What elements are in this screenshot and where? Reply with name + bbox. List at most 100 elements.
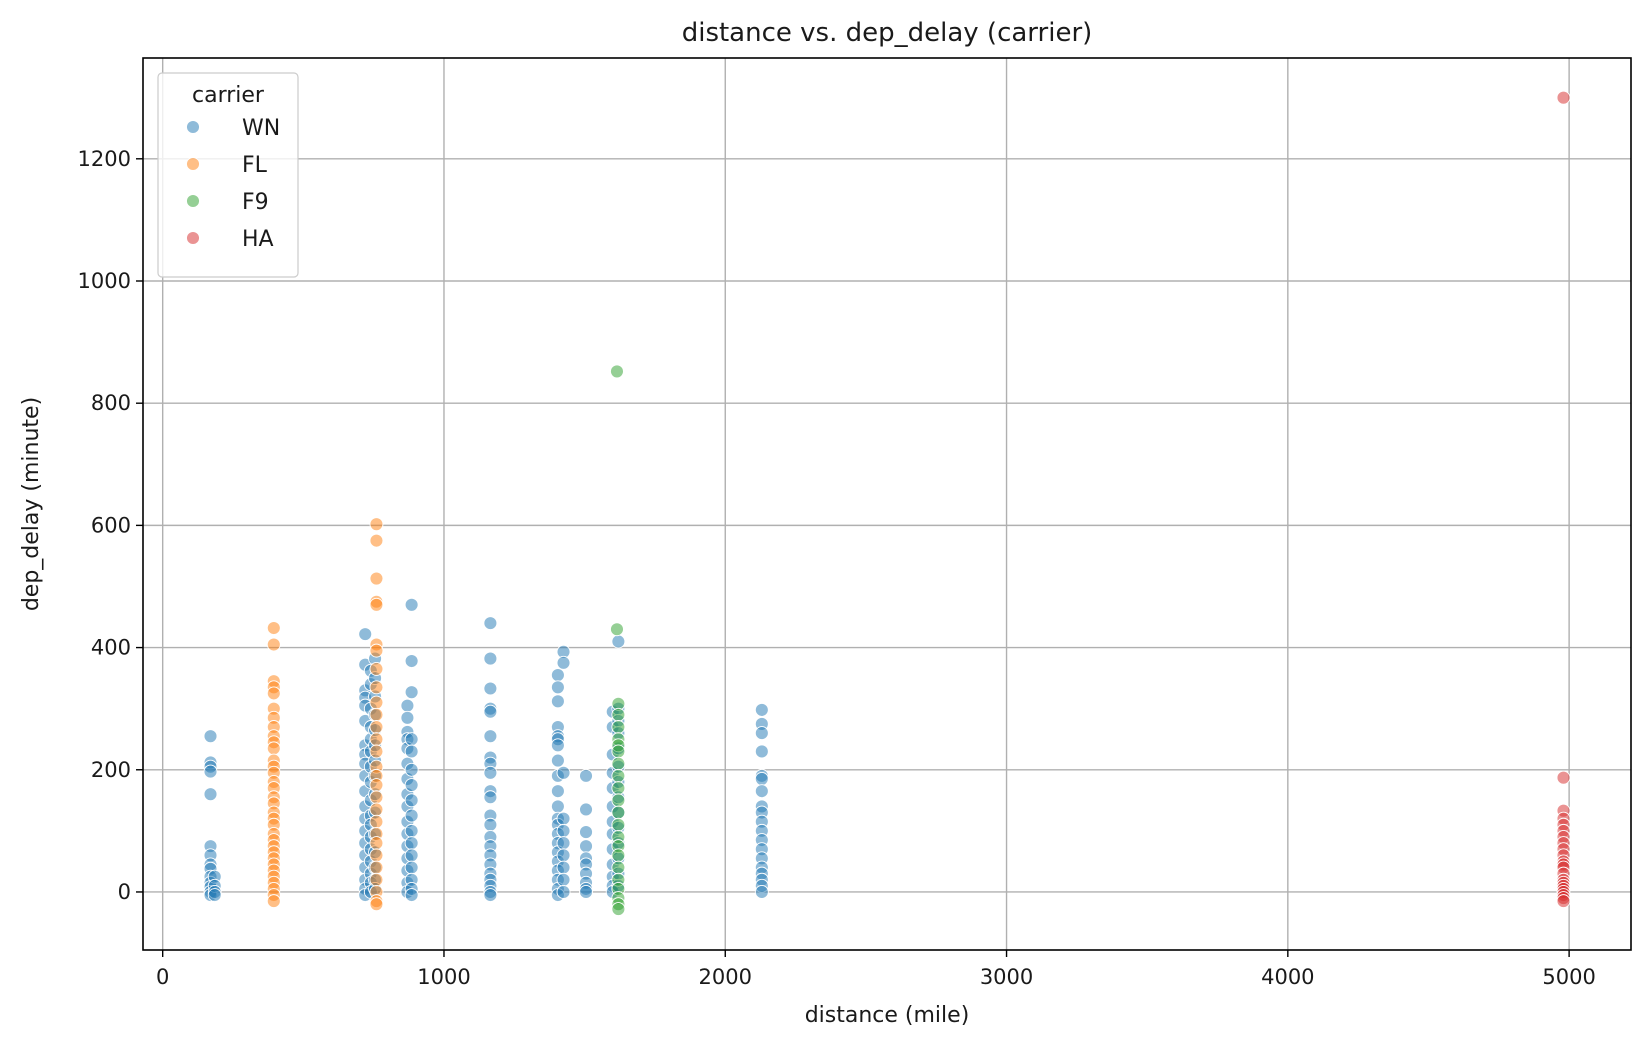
data-point-wn	[754, 885, 769, 899]
legend-marker-ha	[186, 231, 200, 245]
y-tick-label: 600	[91, 513, 131, 537]
data-point-f9	[610, 364, 624, 379]
grid	[143, 58, 1631, 950]
data-point-wn	[550, 680, 565, 695]
data-point-fl	[266, 741, 281, 756]
data-point-fl	[369, 732, 384, 747]
data-point-wn	[483, 888, 498, 902]
legend-title: carrier	[192, 83, 265, 108]
data-point-wn	[550, 738, 565, 753]
data-point-wn	[556, 848, 571, 863]
legend-label-f9: F9	[242, 190, 269, 215]
data-point-wn	[556, 872, 571, 887]
data-point-f9	[611, 707, 626, 722]
data-point-f9	[611, 720, 626, 734]
data-point-f9	[611, 744, 626, 759]
data-point-fl	[266, 894, 281, 909]
data-point-fl	[369, 814, 384, 829]
legend-marker-fl	[186, 157, 200, 171]
data-point-fl	[266, 621, 281, 635]
data-point-fl	[369, 897, 384, 912]
data-point-fl	[369, 707, 384, 722]
plot-frame	[142, 57, 1632, 951]
data-point-wn	[358, 627, 373, 642]
y-axis-label: dep_delay (minute)	[19, 397, 44, 611]
data-point-fl	[369, 802, 384, 817]
data-point-wn	[556, 811, 571, 826]
data-point-wn	[556, 765, 571, 780]
data-point-wn	[483, 616, 498, 631]
data-point-f9	[611, 781, 626, 796]
data-points	[203, 90, 1571, 917]
data-point-wn	[579, 802, 593, 817]
data-point-f9	[611, 768, 626, 783]
data-point-wn	[203, 729, 218, 744]
x-tick-label: 3000	[980, 965, 1033, 989]
data-point-wn	[754, 726, 769, 741]
y-tick-label: 1000	[78, 269, 131, 293]
data-point-wn	[203, 764, 218, 779]
x-axis-label: distance (mile)	[805, 1003, 970, 1028]
axis-ticks: 0 1000 2000 3000 4000 5000 0 200 400 600 800 1000 12…	[78, 147, 1596, 989]
data-point-wn	[404, 762, 419, 777]
data-point-f9	[611, 860, 626, 875]
data-point-wn	[203, 787, 218, 802]
data-point-fl	[369, 643, 384, 658]
y-tick-label: 0	[118, 880, 131, 904]
legend-marker-wn	[186, 120, 200, 134]
data-point-fl	[369, 744, 384, 759]
data-point-f9	[611, 805, 626, 820]
data-point-wn	[754, 744, 769, 759]
data-point-wn	[754, 702, 769, 717]
data-point-wn	[483, 704, 498, 719]
data-point-wn	[483, 790, 498, 805]
data-point-wn	[556, 836, 571, 851]
data-point-ha	[1556, 894, 1571, 909]
data-point-f9	[611, 756, 626, 771]
data-point-wn	[404, 744, 419, 759]
legend: carrier WN FL F9 HA	[157, 72, 299, 278]
data-point-wn	[207, 888, 222, 902]
data-point-fl	[369, 680, 384, 695]
y-tick-label: 200	[91, 758, 131, 782]
data-point-fl	[369, 571, 384, 586]
data-point-wn	[579, 825, 593, 840]
data-point-wn	[550, 784, 565, 799]
data-point-fl	[369, 720, 384, 734]
legend-marker-f9	[186, 194, 200, 208]
data-point-f9	[611, 902, 626, 917]
x-tick-label: 2000	[699, 965, 752, 989]
data-point-wn	[483, 681, 498, 696]
data-point-wn	[483, 651, 498, 666]
data-point-fl	[369, 533, 384, 548]
data-point-wn	[404, 888, 419, 902]
data-point-fl	[369, 662, 384, 676]
data-point-fl	[369, 517, 384, 532]
data-point-fl	[369, 778, 384, 792]
data-point-wn	[404, 836, 419, 851]
data-point-ha	[1556, 90, 1571, 105]
data-point-wn	[556, 860, 571, 875]
data-point-wn	[404, 778, 419, 792]
data-point-wn	[556, 885, 571, 899]
data-point-wn	[483, 817, 498, 832]
data-point-wn	[404, 793, 419, 808]
data-point-wn	[404, 654, 419, 668]
data-point-fl	[369, 860, 384, 875]
x-tick-label: 1000	[417, 965, 470, 989]
y-tick-label: 1200	[78, 147, 131, 171]
data-point-fl	[266, 637, 281, 652]
data-point-wn	[404, 597, 419, 612]
data-point-wn	[483, 729, 498, 744]
legend-label-fl: FL	[242, 153, 268, 178]
y-tick-label: 800	[91, 391, 131, 415]
data-point-wn	[400, 698, 415, 713]
data-point-wn	[611, 634, 626, 649]
chart-title: distance vs. dep_delay (carrier)	[682, 18, 1093, 48]
data-point-fl	[369, 597, 384, 612]
data-point-wn	[550, 694, 565, 709]
data-point-wn	[550, 799, 565, 814]
data-point-wn	[556, 655, 571, 670]
data-point-f9	[611, 793, 626, 808]
